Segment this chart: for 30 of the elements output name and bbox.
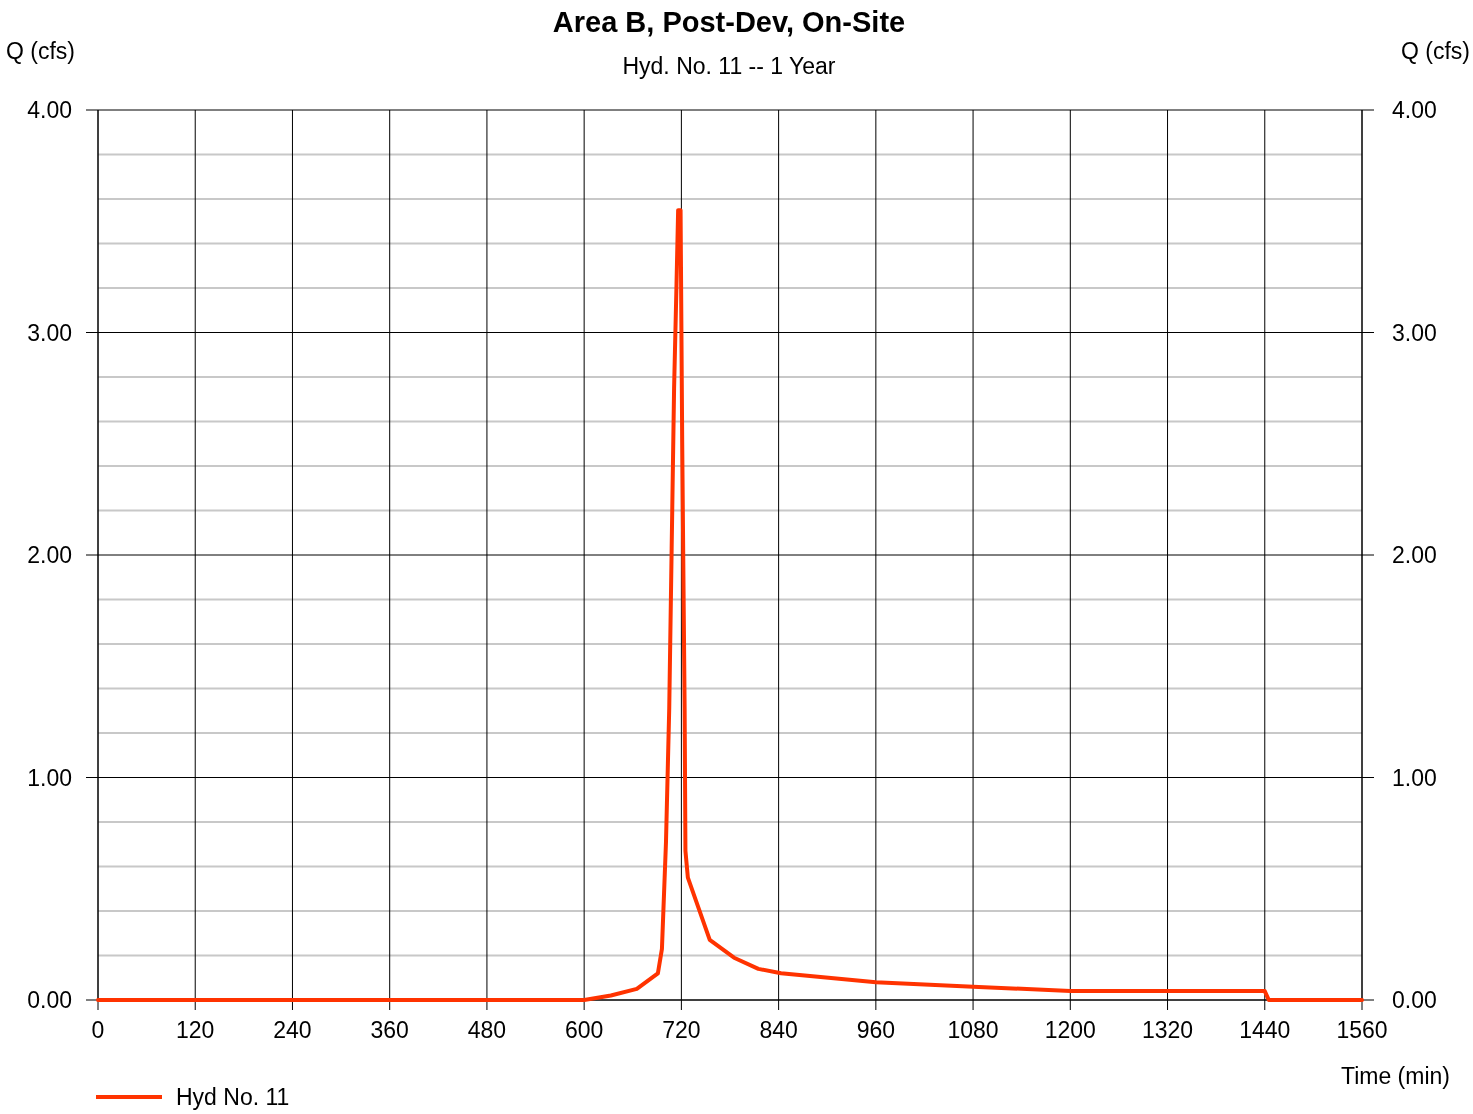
y-tick-label: 0.00 bbox=[27, 987, 72, 1014]
y2-tick-label: 2.00 bbox=[1392, 542, 1437, 569]
x-tick-label: 1440 bbox=[1239, 1017, 1291, 1043]
y2-tick-label: 4.00 bbox=[1392, 97, 1437, 124]
x-tick-label: 1560 bbox=[1336, 1017, 1388, 1043]
x-tick-label: 360 bbox=[370, 1017, 409, 1043]
y2-axis-title: Q (cfs) bbox=[1401, 38, 1470, 64]
x-tick-label: 1080 bbox=[947, 1017, 999, 1043]
y-tick-label: 3.00 bbox=[27, 319, 72, 346]
x-tick-label: 840 bbox=[759, 1017, 798, 1043]
x-tick-label: 120 bbox=[176, 1017, 215, 1043]
legend-label: Hyd No. 11 bbox=[176, 1084, 290, 1111]
y-tick-label: 2.00 bbox=[27, 542, 72, 569]
x-tick-label: 1200 bbox=[1044, 1017, 1096, 1043]
y2-tick-label: 3.00 bbox=[1392, 319, 1437, 346]
y-axis-title: Q (cfs) bbox=[6, 38, 75, 64]
y2-tick-label: 0.00 bbox=[1392, 987, 1437, 1014]
x-tick-label: 480 bbox=[467, 1017, 507, 1043]
y-tick-label: 1.00 bbox=[27, 764, 72, 791]
x-tick-label: 600 bbox=[564, 1017, 604, 1043]
x-tick-label: 0 bbox=[91, 1017, 105, 1043]
x-axis-title: Time (min) bbox=[1340, 1063, 1450, 1089]
y-tick-label: 4.00 bbox=[27, 97, 72, 124]
x-tick-label: 1320 bbox=[1141, 1017, 1194, 1043]
x-tick-label: 240 bbox=[273, 1017, 312, 1043]
x-tick-label: 720 bbox=[662, 1017, 701, 1043]
y2-tick-label: 1.00 bbox=[1392, 764, 1437, 791]
chart-title: Area B, Post-Dev, On-Site bbox=[552, 6, 906, 38]
chart-subtitle: Hyd. No. 11 -- 1 Year bbox=[622, 53, 836, 79]
x-tick-label: 960 bbox=[856, 1017, 896, 1043]
